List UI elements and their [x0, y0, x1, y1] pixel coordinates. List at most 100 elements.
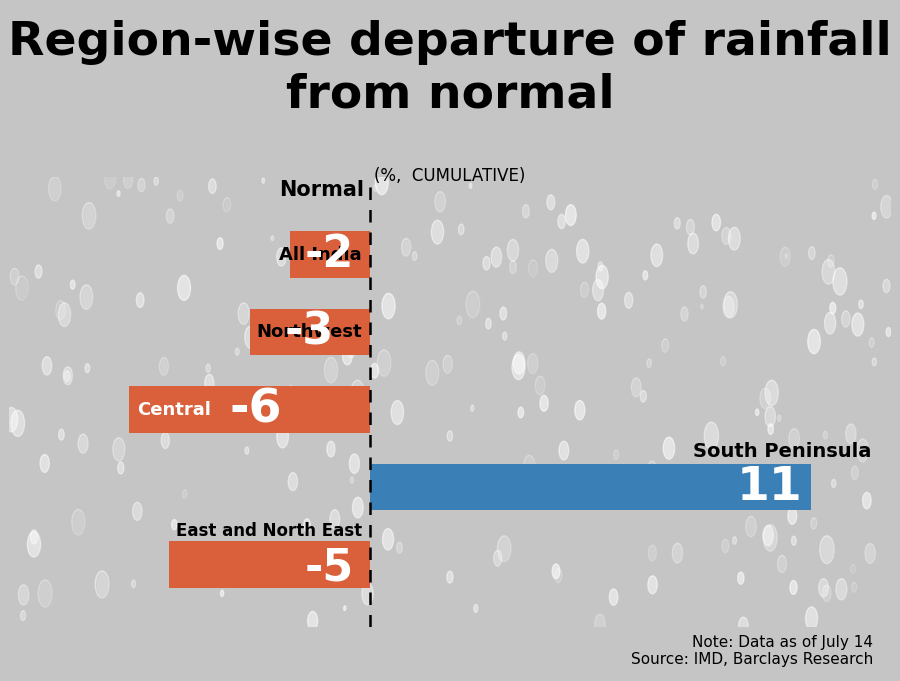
Circle shape	[503, 333, 508, 340]
Circle shape	[766, 409, 776, 426]
Circle shape	[559, 216, 565, 229]
Circle shape	[595, 614, 605, 635]
Circle shape	[873, 180, 878, 190]
Circle shape	[123, 171, 132, 189]
Circle shape	[303, 519, 310, 532]
Circle shape	[486, 319, 491, 330]
Circle shape	[598, 303, 606, 319]
Circle shape	[688, 233, 698, 254]
Circle shape	[377, 350, 391, 376]
Circle shape	[351, 478, 354, 484]
Circle shape	[392, 402, 403, 424]
Circle shape	[72, 509, 85, 535]
Circle shape	[344, 607, 346, 611]
Text: -2: -2	[305, 233, 355, 276]
Circle shape	[837, 581, 847, 599]
Circle shape	[217, 238, 223, 249]
Circle shape	[397, 543, 402, 554]
Circle shape	[58, 303, 70, 326]
Text: Note: Data as of July 14
Source: IMD, Barclays Research: Note: Data as of July 14 Source: IMD, Ba…	[631, 635, 873, 667]
Circle shape	[458, 224, 464, 235]
Circle shape	[664, 439, 674, 459]
Circle shape	[781, 249, 790, 266]
Circle shape	[382, 294, 395, 319]
Circle shape	[210, 180, 216, 193]
Circle shape	[41, 456, 50, 472]
Circle shape	[138, 178, 145, 192]
Circle shape	[852, 313, 864, 336]
Circle shape	[32, 531, 38, 544]
Circle shape	[509, 261, 517, 274]
Circle shape	[499, 538, 510, 561]
Circle shape	[831, 304, 836, 314]
Circle shape	[829, 256, 834, 267]
Circle shape	[223, 197, 230, 212]
Circle shape	[626, 294, 633, 308]
Circle shape	[873, 213, 877, 220]
Circle shape	[22, 612, 26, 621]
Circle shape	[724, 294, 737, 317]
Circle shape	[402, 240, 410, 256]
Circle shape	[681, 307, 688, 321]
Circle shape	[721, 358, 725, 366]
Circle shape	[21, 611, 26, 621]
Circle shape	[178, 191, 184, 202]
Circle shape	[375, 170, 388, 195]
Circle shape	[486, 319, 491, 329]
Circle shape	[245, 566, 249, 574]
Circle shape	[824, 431, 827, 439]
Circle shape	[704, 422, 718, 449]
Circle shape	[755, 409, 759, 415]
Circle shape	[681, 308, 688, 321]
Circle shape	[823, 585, 831, 602]
Circle shape	[79, 436, 88, 453]
Circle shape	[471, 405, 474, 411]
Circle shape	[221, 591, 224, 597]
Circle shape	[675, 219, 680, 229]
Circle shape	[65, 372, 70, 382]
Circle shape	[245, 326, 256, 348]
Circle shape	[184, 491, 187, 499]
Circle shape	[177, 543, 185, 558]
Circle shape	[648, 461, 656, 477]
Circle shape	[872, 358, 877, 366]
Circle shape	[662, 339, 669, 352]
Circle shape	[84, 204, 95, 229]
Circle shape	[343, 346, 352, 365]
Circle shape	[137, 294, 144, 308]
Circle shape	[819, 579, 828, 597]
Circle shape	[436, 193, 446, 212]
Circle shape	[59, 430, 65, 441]
Circle shape	[541, 397, 548, 411]
Circle shape	[466, 291, 480, 318]
Circle shape	[780, 247, 790, 266]
Circle shape	[18, 585, 29, 605]
Circle shape	[503, 332, 507, 340]
Circle shape	[491, 247, 501, 267]
Circle shape	[836, 579, 847, 600]
Circle shape	[124, 173, 132, 189]
Circle shape	[301, 248, 310, 267]
Circle shape	[378, 352, 391, 376]
Circle shape	[431, 220, 444, 244]
Circle shape	[166, 209, 174, 223]
Circle shape	[523, 206, 529, 218]
Circle shape	[64, 368, 72, 385]
Circle shape	[518, 409, 524, 418]
Circle shape	[209, 179, 216, 193]
Bar	[249, 308, 370, 355]
Circle shape	[350, 456, 359, 473]
Circle shape	[729, 229, 740, 250]
Circle shape	[309, 243, 317, 257]
Circle shape	[760, 388, 770, 409]
Circle shape	[756, 410, 759, 416]
Circle shape	[132, 581, 136, 588]
Circle shape	[206, 364, 211, 373]
Circle shape	[560, 443, 569, 460]
Circle shape	[700, 285, 706, 298]
Circle shape	[324, 358, 338, 383]
Circle shape	[884, 281, 890, 293]
Circle shape	[289, 474, 298, 490]
Circle shape	[351, 380, 364, 405]
Circle shape	[578, 241, 589, 263]
